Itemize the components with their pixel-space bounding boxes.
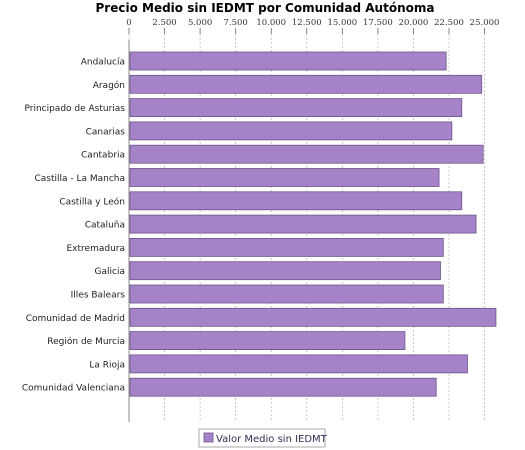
bar [129, 331, 406, 351]
tick-label: 0 [126, 18, 131, 28]
tick-label: 25.000 [470, 18, 500, 28]
legend: Valor Medio sin IEDMT [198, 428, 328, 448]
bar [129, 98, 463, 117]
category-label: Principado de Asturias [24, 104, 125, 114]
category-label: Castilla - La Mancha [34, 174, 125, 184]
bar [129, 214, 477, 234]
bar [129, 191, 463, 211]
tick-label: 10.000 [256, 18, 286, 28]
bar [129, 237, 444, 257]
legend-label: Valor Medio sin IEDMT [216, 434, 328, 445]
tick-label: 12.500 [292, 18, 322, 28]
bar [129, 74, 483, 94]
tick-label: 20.000 [399, 18, 429, 28]
category-label: Castilla y León [59, 196, 125, 207]
category-label: Comunidad Valenciana [22, 384, 125, 394]
tick-label: 17.500 [363, 18, 393, 28]
bars [129, 51, 497, 397]
legend-frame [198, 428, 326, 448]
bar [129, 307, 497, 327]
bar [129, 261, 441, 281]
category-labels: Andalucía Aragón Principado de Asturias Can… [22, 58, 125, 394]
category-label: Andalucía [81, 58, 125, 68]
chart-title: Precio Medio sin IEDMT por Comunidad Aut… [96, 1, 435, 15]
tick-label: 15.000 [327, 18, 357, 28]
category-label: Galicia [95, 267, 125, 277]
category-label: La Rioja [89, 360, 125, 370]
bar [129, 51, 447, 71]
x-axis-ticks: 0 2.500 5.000 7.500 10.000 12.500 15.000 17.500… [126, 18, 499, 34]
category-label: Extremadura [67, 244, 126, 254]
bar [129, 168, 440, 187]
category-label: Canarias [86, 127, 126, 137]
tick-label: 22.500 [434, 18, 464, 28]
tick-label: 7.500 [223, 18, 247, 28]
tick-label: 5.000 [188, 18, 212, 28]
category-label: Comunidad de Madrid [26, 314, 125, 324]
category-label: Región de Murcia [47, 336, 125, 347]
bar [129, 121, 453, 141]
bar [129, 144, 484, 164]
legend-swatch [203, 432, 214, 443]
category-label: Cantabria [81, 151, 125, 161]
bar [129, 377, 437, 397]
category-label: Aragón [93, 80, 125, 91]
bar [129, 284, 444, 304]
bar [129, 354, 468, 374]
tick-label: 2.500 [152, 18, 176, 28]
category-label: Cataluña [85, 221, 125, 231]
category-label: Illes Balears [71, 291, 126, 301]
